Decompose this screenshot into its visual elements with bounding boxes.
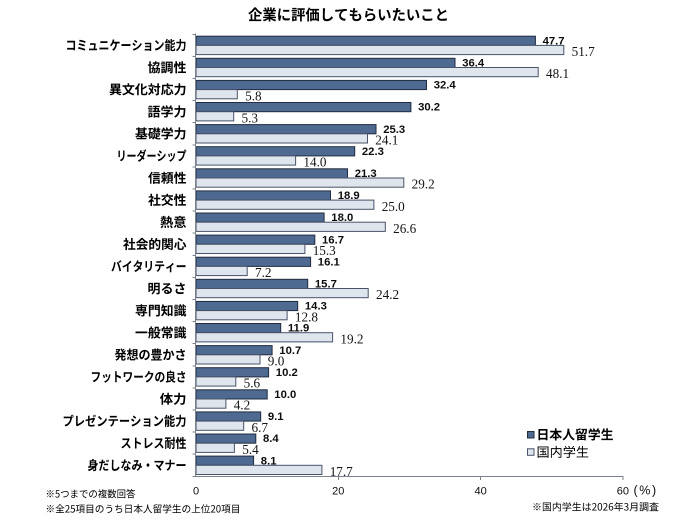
- svg-text:8.4: 8.4: [263, 433, 279, 445]
- svg-text:14.3: 14.3: [305, 301, 327, 313]
- svg-text:48.1: 48.1: [546, 66, 569, 81]
- svg-text:30.2: 30.2: [418, 102, 440, 114]
- svg-text:8.1: 8.1: [261, 455, 277, 467]
- svg-text:26.6: 26.6: [393, 221, 416, 236]
- svg-text:18.0: 18.0: [331, 212, 353, 224]
- svg-text:21.3: 21.3: [355, 168, 377, 180]
- svg-text:0: 0: [193, 485, 199, 497]
- svg-text:47.7: 47.7: [543, 35, 565, 47]
- svg-text:25.3: 25.3: [383, 124, 405, 136]
- svg-text:5.6: 5.6: [244, 376, 261, 391]
- svg-text:24.2: 24.2: [376, 287, 399, 302]
- svg-text:40: 40: [474, 485, 486, 497]
- svg-text:24.1: 24.1: [375, 133, 398, 148]
- svg-text:51.7: 51.7: [572, 44, 595, 59]
- svg-text:5.4: 5.4: [242, 442, 259, 457]
- svg-text:25.0: 25.0: [382, 199, 405, 214]
- svg-text:29.2: 29.2: [412, 177, 435, 192]
- svg-text:7.2: 7.2: [255, 265, 271, 280]
- svg-text:4.2: 4.2: [234, 398, 250, 413]
- svg-text:10.2: 10.2: [276, 367, 298, 379]
- svg-text:10.0: 10.0: [274, 389, 296, 401]
- svg-text:10.7: 10.7: [279, 345, 301, 357]
- svg-text:9.0: 9.0: [268, 354, 285, 369]
- svg-text:5.8: 5.8: [245, 88, 262, 103]
- svg-text:15.7: 15.7: [315, 279, 337, 291]
- svg-text:32.4: 32.4: [434, 80, 457, 92]
- svg-text:20: 20: [332, 485, 344, 497]
- svg-text:15.3: 15.3: [313, 243, 336, 258]
- svg-text:6.7: 6.7: [252, 420, 269, 435]
- svg-text:16.7: 16.7: [322, 234, 344, 246]
- svg-text:5.3: 5.3: [242, 110, 259, 125]
- svg-text:16.1: 16.1: [318, 256, 340, 268]
- svg-text:36.4: 36.4: [462, 58, 485, 70]
- svg-text:9.1: 9.1: [268, 411, 284, 423]
- svg-text:14.0: 14.0: [303, 155, 326, 170]
- svg-text:12.8: 12.8: [295, 309, 318, 324]
- svg-text:11.9: 11.9: [288, 323, 309, 335]
- svg-text:19.2: 19.2: [340, 331, 363, 346]
- svg-text:17.7: 17.7: [330, 464, 353, 479]
- svg-text:22.3: 22.3: [362, 146, 384, 158]
- svg-text:18.9: 18.9: [338, 190, 360, 202]
- svg-text:(%): (%): [634, 484, 658, 498]
- svg-text:60: 60: [617, 485, 629, 497]
